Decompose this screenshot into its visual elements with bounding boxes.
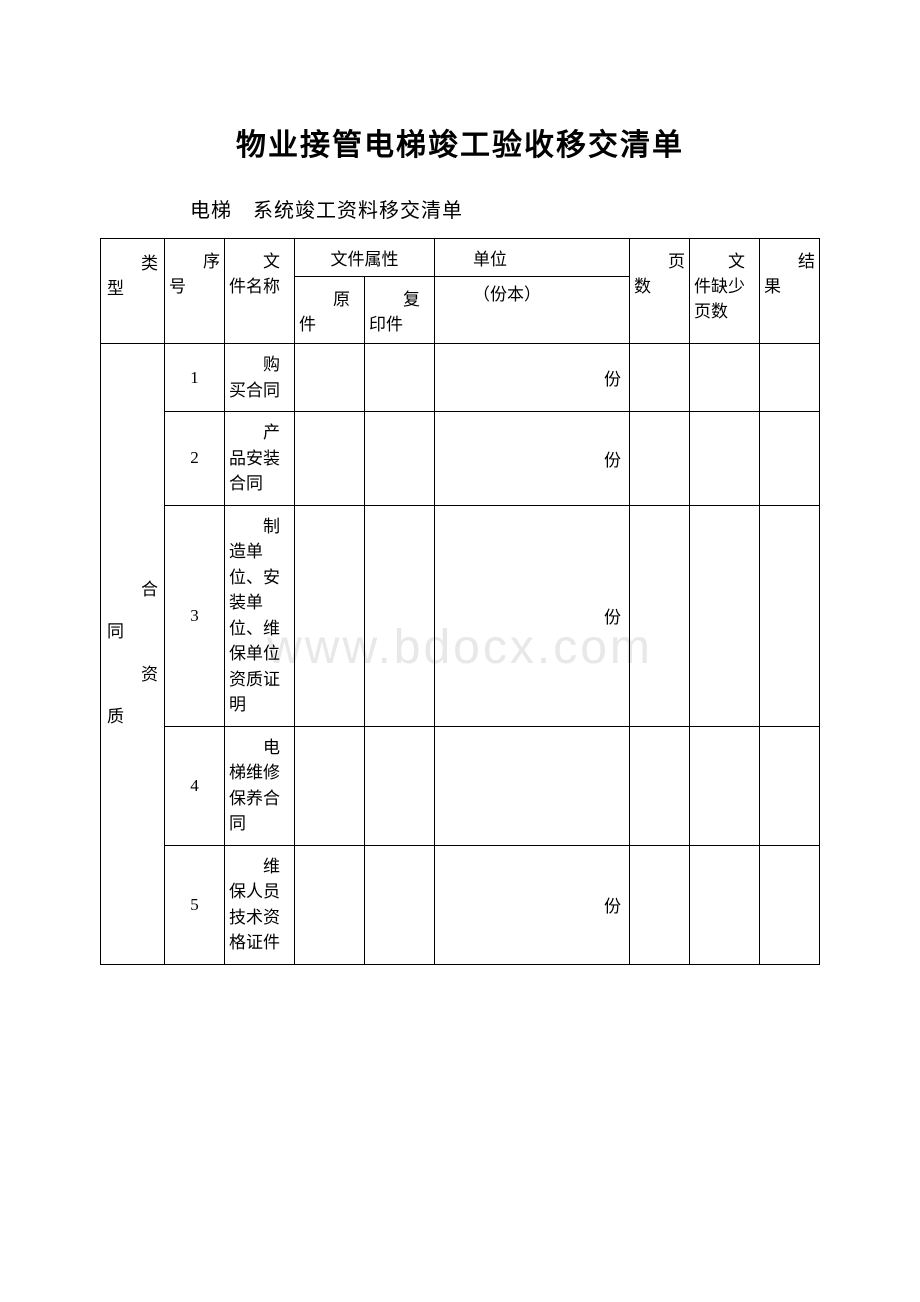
header-unit-bottom: （份本） bbox=[435, 277, 630, 344]
table-row: 3 制造单位、安装单位、维保单位资质证明 份 bbox=[101, 505, 820, 726]
row-result bbox=[760, 726, 820, 845]
row-seq: 5 bbox=[165, 845, 225, 964]
row-copy bbox=[365, 344, 435, 412]
row-page bbox=[630, 412, 690, 506]
row-seq: 3 bbox=[165, 505, 225, 726]
header-seq: 序号 bbox=[165, 239, 225, 344]
sub-title: 电梯 系统竣工资料移交清单 bbox=[100, 194, 820, 223]
category-cell: 合同 资质 bbox=[101, 344, 165, 965]
row-orig bbox=[295, 412, 365, 506]
header-orig: 原件 bbox=[295, 277, 365, 344]
row-result bbox=[760, 505, 820, 726]
row-page bbox=[630, 344, 690, 412]
row-miss bbox=[690, 845, 760, 964]
row-name: 产品安装合同 bbox=[225, 412, 295, 506]
header-name: 文件名称 bbox=[225, 239, 295, 344]
header-miss: 文件缺少页数 bbox=[690, 239, 760, 344]
header-unit-top: 单位 bbox=[435, 239, 630, 277]
row-orig bbox=[295, 845, 365, 964]
row-name: 电梯维修保养合同 bbox=[225, 726, 295, 845]
checklist-table: 类型 序号 文件名称 文件属性 单位 页数 文件缺少页数 结果 bbox=[100, 238, 820, 965]
row-miss bbox=[690, 344, 760, 412]
table-row: 合同 资质 1 购买合同 份 bbox=[101, 344, 820, 412]
header-result: 结果 bbox=[760, 239, 820, 344]
header-copy: 复印件 bbox=[365, 277, 435, 344]
table-row: 5 维保人员技术资格证件 份 bbox=[101, 845, 820, 964]
row-unit bbox=[435, 726, 630, 845]
row-unit: 份 bbox=[435, 845, 630, 964]
row-orig bbox=[295, 344, 365, 412]
row-unit: 份 bbox=[435, 344, 630, 412]
row-name: 制造单位、安装单位、维保单位资质证明 bbox=[225, 505, 295, 726]
row-miss bbox=[690, 412, 760, 506]
header-type: 类型 bbox=[101, 239, 165, 344]
row-orig bbox=[295, 505, 365, 726]
row-seq: 4 bbox=[165, 726, 225, 845]
row-copy bbox=[365, 845, 435, 964]
row-seq: 1 bbox=[165, 344, 225, 412]
row-result bbox=[760, 845, 820, 964]
table-row: 4 电梯维修保养合同 bbox=[101, 726, 820, 845]
row-result bbox=[760, 344, 820, 412]
row-copy bbox=[365, 412, 435, 506]
header-row-1: 类型 序号 文件名称 文件属性 单位 页数 文件缺少页数 结果 bbox=[101, 239, 820, 277]
row-copy bbox=[365, 726, 435, 845]
header-attr: 文件属性 bbox=[295, 239, 435, 277]
row-page bbox=[630, 505, 690, 726]
row-miss bbox=[690, 505, 760, 726]
row-unit: 份 bbox=[435, 412, 630, 506]
row-unit: 份 bbox=[435, 505, 630, 726]
row-seq: 2 bbox=[165, 412, 225, 506]
row-result bbox=[760, 412, 820, 506]
table-row: 2 产品安装合同 份 bbox=[101, 412, 820, 506]
row-page bbox=[630, 726, 690, 845]
header-page: 页数 bbox=[630, 239, 690, 344]
row-orig bbox=[295, 726, 365, 845]
main-title: 物业接管电梯竣工验收移交清单 bbox=[100, 120, 820, 164]
row-name: 维保人员技术资格证件 bbox=[225, 845, 295, 964]
row-page bbox=[630, 845, 690, 964]
row-name: 购买合同 bbox=[225, 344, 295, 412]
row-copy bbox=[365, 505, 435, 726]
row-miss bbox=[690, 726, 760, 845]
